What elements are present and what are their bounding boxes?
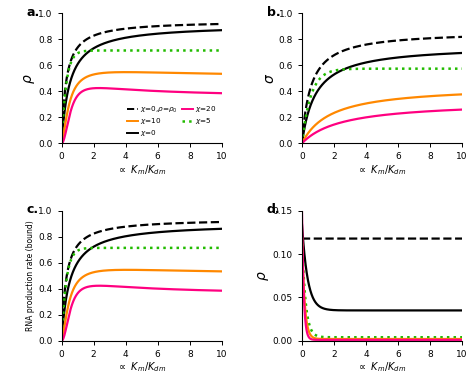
Legend: $\chi$=0,$\rho$=$\rho_0$, $\chi$=10, $\chi$=0, $\chi$=20, $\chi$=5, : $\chi$=0,$\rho$=$\rho_0$, $\chi$=10, $\c…	[125, 103, 218, 140]
Text: b.: b.	[267, 6, 280, 19]
X-axis label: $\propto$ $K_m$/$K_{dm}$: $\propto$ $K_m$/$K_{dm}$	[357, 163, 407, 177]
X-axis label: $\propto$ $K_m$/$K_{dm}$: $\propto$ $K_m$/$K_{dm}$	[357, 360, 407, 374]
Y-axis label: $\rho$: $\rho$	[256, 271, 272, 281]
Text: a.: a.	[27, 6, 40, 19]
Y-axis label: RNA production rate (bound): RNA production rate (bound)	[27, 221, 36, 331]
Y-axis label: $\rho$: $\rho$	[22, 73, 37, 84]
Text: c.: c.	[27, 203, 38, 216]
Text: d.: d.	[267, 203, 280, 216]
X-axis label: $\propto$ $K_m$/$K_{dm}$: $\propto$ $K_m$/$K_{dm}$	[117, 163, 166, 177]
Y-axis label: $\sigma$: $\sigma$	[263, 73, 277, 84]
X-axis label: $\propto$ $K_m$/$K_{dm}$: $\propto$ $K_m$/$K_{dm}$	[117, 360, 166, 374]
